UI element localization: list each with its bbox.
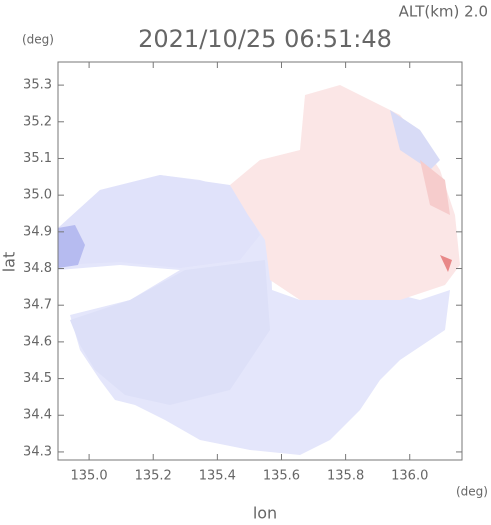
x-tick-label: 135.6 bbox=[263, 469, 300, 484]
velocity-field bbox=[58, 85, 460, 455]
y-unit: (deg) bbox=[22, 33, 54, 47]
y-tick-label: 35.3 bbox=[23, 78, 52, 93]
x-tick-label: 135.4 bbox=[199, 469, 236, 484]
x-unit: (deg) bbox=[456, 485, 488, 499]
y-tick-label: 34.5 bbox=[23, 371, 52, 386]
y-tick-label: 34.7 bbox=[23, 298, 52, 313]
y-tick-label: 34.3 bbox=[23, 444, 52, 459]
y-tick-label: 34.9 bbox=[23, 224, 52, 239]
plot-frame bbox=[57, 61, 463, 461]
y-tick-label: 34.4 bbox=[23, 408, 52, 423]
x-tick-label: 135.0 bbox=[70, 469, 107, 484]
y-tick-label: 35.2 bbox=[23, 114, 52, 129]
x-tick-label: 135.8 bbox=[327, 469, 364, 484]
y-tick-label: 34.6 bbox=[23, 334, 52, 349]
y-axis-label: lat bbox=[0, 252, 19, 273]
chart-subtitle: ALT(km) 2.0 bbox=[399, 3, 488, 21]
x-tick-label: 135.2 bbox=[135, 469, 172, 484]
y-tick-label: 35.1 bbox=[23, 151, 52, 166]
x-tick-label: 136.0 bbox=[391, 469, 428, 484]
chart-title: 2021/10/25 06:51:48 bbox=[138, 25, 392, 53]
y-tick-label: 35.0 bbox=[23, 188, 52, 203]
y-tick-label: 34.8 bbox=[23, 261, 52, 276]
x-axis-label: lon bbox=[253, 504, 277, 522]
